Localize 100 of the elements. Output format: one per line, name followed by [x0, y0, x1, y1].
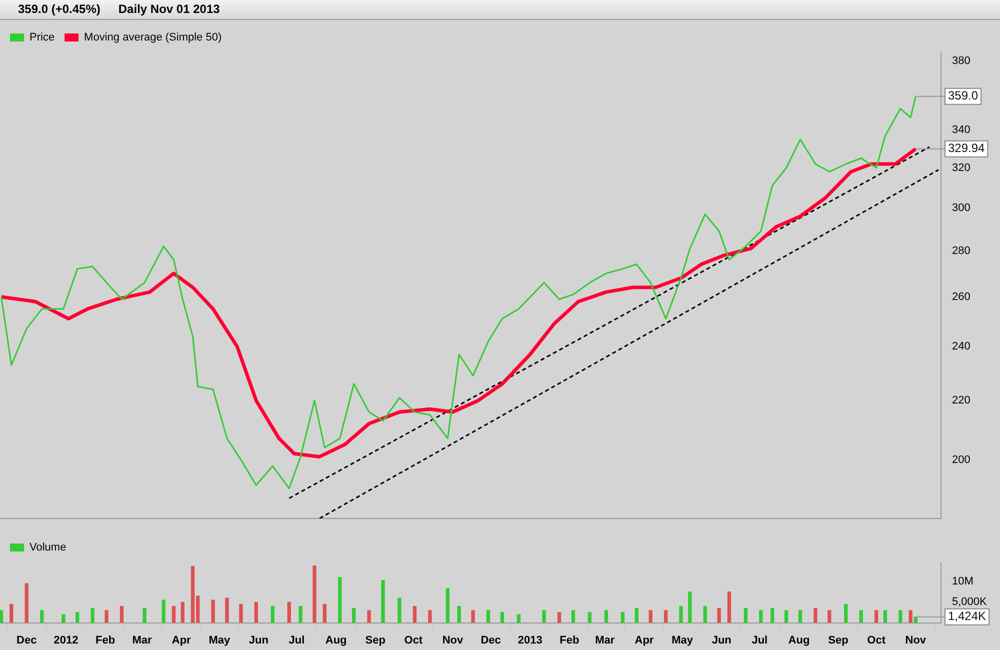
bar	[500, 612, 504, 623]
bar	[180, 602, 184, 623]
x-tick-label: Nov	[905, 634, 927, 646]
bar	[727, 592, 732, 623]
bar	[76, 612, 80, 623]
y-tick-label: 260	[952, 290, 970, 303]
bar	[412, 606, 417, 623]
y-tick-label: 5,000K	[952, 596, 988, 608]
bar	[162, 600, 166, 623]
x-tick-label: Dec	[480, 634, 501, 646]
y-tick-label: 240	[952, 340, 970, 353]
y-tick-label: 340	[952, 124, 970, 136]
bar	[225, 598, 229, 623]
x-tick-label: Feb	[560, 634, 580, 646]
x-tick-label: Apr	[172, 634, 192, 646]
x-tick-label: May	[208, 634, 231, 646]
bar	[703, 606, 707, 623]
bar	[270, 606, 274, 623]
x-tick-label: Apr	[634, 634, 654, 646]
bar	[557, 612, 562, 623]
x-tick-label: 2012	[54, 634, 78, 646]
x-tick-label: Sep	[828, 634, 849, 646]
bar	[898, 610, 902, 623]
bar	[844, 604, 848, 623]
bar	[120, 606, 124, 623]
bar	[287, 602, 291, 623]
bar	[446, 588, 450, 623]
bar	[770, 608, 774, 623]
x-tick-label: Mar	[132, 634, 153, 646]
bar	[322, 604, 326, 623]
bar	[679, 606, 683, 623]
x-tick-label: Dec	[16, 634, 37, 646]
x-tick-label: Oct	[867, 634, 886, 646]
annotation: 1,424K	[948, 609, 986, 624]
bar	[338, 577, 342, 623]
bar	[104, 610, 108, 623]
bar	[759, 610, 763, 623]
bar	[24, 583, 28, 623]
x-tick-label: May	[672, 634, 694, 646]
y-tick-label: 380	[952, 55, 970, 68]
x-tick-label: 2013	[518, 634, 542, 646]
text: 359.0 (+0.45%)	[18, 2, 100, 16]
x-tick-label: Jun	[712, 634, 732, 646]
bar	[211, 600, 215, 623]
bar	[859, 610, 863, 623]
bar	[254, 602, 258, 623]
bar	[40, 610, 44, 623]
legend-label: Volume	[30, 542, 66, 554]
x-tick-label: Aug	[325, 634, 347, 646]
bar	[883, 610, 888, 623]
bar	[142, 608, 146, 623]
x-tick-label: Oct	[404, 634, 423, 646]
bar	[634, 608, 638, 623]
bar	[172, 606, 176, 623]
bar	[648, 610, 652, 623]
bar	[588, 612, 592, 623]
bar	[604, 610, 608, 623]
legend-label: Price	[30, 32, 55, 44]
legend-label: Moving average (Simple 50)	[84, 32, 222, 44]
bar	[717, 608, 721, 623]
bar	[798, 610, 802, 623]
annotation: 359.0	[948, 88, 978, 103]
x-tick-label: Mar	[595, 634, 616, 646]
x-tick-label: Jul	[288, 634, 305, 646]
y-tick-label: 280	[952, 244, 970, 257]
bar	[381, 580, 385, 623]
bar	[486, 610, 490, 623]
annotation: 329.94	[948, 141, 986, 156]
bar	[428, 610, 432, 623]
bar	[239, 604, 243, 623]
bar	[828, 610, 832, 623]
x-tick-label: Jul	[752, 634, 768, 646]
bar	[516, 614, 521, 623]
y-tick-label: 320	[952, 162, 970, 174]
bar	[571, 610, 576, 623]
bar	[0, 610, 4, 623]
bar	[352, 608, 356, 623]
bar	[312, 566, 316, 623]
x-tick-label: Feb	[95, 634, 116, 646]
x-tick-label: Jun	[248, 634, 269, 646]
bar	[298, 606, 302, 623]
text: Daily Nov 01 2013	[118, 2, 220, 16]
bar	[90, 608, 94, 623]
bar	[471, 610, 475, 623]
bar	[744, 608, 748, 623]
bar	[908, 610, 912, 623]
y-tick-label: 220	[952, 394, 970, 407]
bar	[814, 608, 818, 623]
y-tick-label: 300	[952, 202, 970, 214]
bar	[457, 606, 461, 623]
x-tick-label: Sep	[365, 634, 386, 646]
bar	[62, 614, 66, 623]
x-tick-label: Nov	[442, 634, 464, 646]
y-tick-label: 10M	[952, 576, 974, 588]
bar	[664, 610, 668, 623]
bar	[398, 598, 402, 623]
bar	[367, 610, 371, 623]
bar	[874, 610, 878, 623]
x-tick-label: Aug	[788, 634, 810, 646]
bar	[10, 604, 14, 623]
